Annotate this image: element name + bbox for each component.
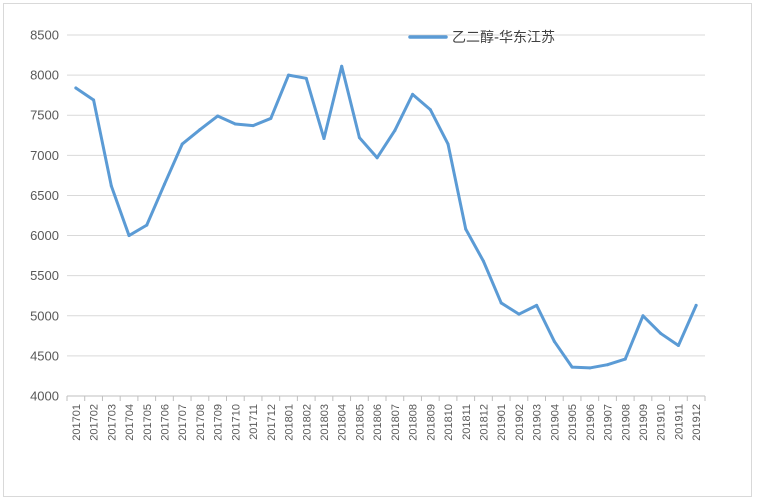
data-point-201804 — [340, 64, 344, 68]
x-tick-label-201708: 201708 — [195, 404, 207, 441]
data-point-201701 — [74, 86, 78, 90]
data-point-201911 — [676, 343, 680, 347]
x-tick-label-201812: 201812 — [478, 404, 490, 441]
x-tick-label-201907: 201907 — [603, 404, 615, 441]
data-point-201910 — [659, 331, 663, 335]
data-point-201707 — [180, 142, 184, 146]
data-point-201811 — [464, 227, 468, 231]
y-tick-label-4500: 4500 — [30, 348, 59, 363]
x-axis — [66, 395, 706, 401]
x-tick-label-201811: 201811 — [461, 404, 473, 440]
x-tick-label-201712: 201712 — [266, 404, 278, 441]
x-tick-label-201810: 201810 — [443, 404, 455, 441]
data-point-201902 — [517, 312, 521, 316]
data-point-201709 — [216, 114, 220, 118]
data-point-201905 — [570, 365, 574, 369]
data-point-201802 — [304, 76, 308, 80]
chart-frame — [3, 3, 752, 497]
y-tick-label-5500: 5500 — [30, 268, 59, 283]
x-tick-label-201904: 201904 — [549, 404, 561, 441]
x-tick-label-201910: 201910 — [656, 404, 668, 441]
y-tick-label-8000: 8000 — [30, 68, 59, 83]
data-point-201702 — [92, 98, 96, 102]
x-tick-label-201902: 201902 — [514, 404, 526, 441]
x-tick-label-201906: 201906 — [585, 404, 597, 441]
data-point-201704 — [127, 234, 131, 238]
data-point-201705 — [145, 223, 149, 227]
legend: 乙二醇-华东江苏 — [408, 29, 555, 46]
x-tick-label-201801: 201801 — [284, 404, 296, 441]
y-tick-label-7500: 7500 — [30, 108, 59, 123]
data-point-201706 — [162, 182, 166, 186]
data-point-201903 — [535, 303, 539, 307]
data-point-201801 — [287, 73, 291, 77]
x-tick-label-201711: 201711 — [248, 404, 260, 440]
x-tick-label-201901: 201901 — [496, 404, 508, 441]
x-axis-tick-labels: 201701 201702 201703 201704 201705 201706 2017… — [71, 404, 703, 441]
data-point-201812 — [481, 259, 485, 263]
data-point-201711 — [251, 124, 255, 128]
y-tick-label-6500: 6500 — [30, 188, 59, 203]
x-tick-label-201908: 201908 — [620, 404, 632, 441]
data-point-201906 — [588, 366, 592, 370]
data-point-201909 — [641, 314, 645, 318]
gridlines — [67, 34, 705, 357]
x-tick-label-201710: 201710 — [230, 404, 242, 441]
data-point-201708 — [198, 128, 202, 132]
data-point-201808 — [411, 92, 415, 96]
data-point-201912 — [694, 303, 698, 307]
data-point-201807 — [393, 128, 397, 132]
data-point-201901 — [499, 301, 503, 305]
y-tick-label-5000: 5000 — [30, 308, 59, 323]
x-tick-label-201704: 201704 — [124, 404, 136, 441]
y-tick-label-6000: 6000 — [30, 228, 59, 243]
x-tick-label-201905: 201905 — [567, 404, 579, 441]
x-tick-label-201805: 201805 — [354, 404, 366, 441]
data-point-201803 — [322, 136, 326, 140]
x-tick-label-201802: 201802 — [301, 404, 313, 441]
x-tick-label-201903: 201903 — [532, 404, 544, 441]
x-tick-label-201804: 201804 — [337, 404, 349, 441]
data-point-201810 — [446, 142, 450, 146]
y-tick-label-8500: 8500 — [30, 28, 59, 43]
x-tick-label-201701: 201701 — [71, 404, 83, 441]
x-tick-label-201909: 201909 — [638, 404, 650, 441]
x-tick-label-201809: 201809 — [425, 404, 437, 441]
series-line-0 — [74, 64, 698, 370]
data-point-201908 — [623, 357, 627, 361]
x-tick-label-201703: 201703 — [106, 404, 118, 441]
x-tick-label-201702: 201702 — [89, 404, 101, 441]
data-point-201806 — [375, 156, 379, 160]
x-tick-label-201709: 201709 — [213, 404, 225, 441]
x-tick-label-201911: 201911 — [673, 404, 685, 440]
data-point-201907 — [606, 363, 610, 367]
series-lines — [74, 64, 698, 370]
x-tick-label-201705: 201705 — [142, 404, 154, 441]
x-tick-label-201803: 201803 — [319, 404, 331, 441]
data-point-201805 — [357, 136, 361, 140]
data-point-201712 — [269, 116, 273, 120]
data-point-201904 — [552, 339, 556, 343]
x-tick-label-201808: 201808 — [408, 404, 420, 441]
x-tick-label-201807: 201807 — [390, 404, 402, 441]
x-tick-label-201706: 201706 — [159, 404, 171, 441]
y-tick-label-4000: 4000 — [30, 389, 59, 404]
x-tick-label-201806: 201806 — [372, 404, 384, 441]
x-tick-label-201912: 201912 — [691, 404, 703, 441]
data-point-201703 — [109, 184, 113, 188]
y-tick-label-7000: 7000 — [30, 148, 59, 163]
y-axis-tick-labels: 4000 4500 5000 5500 6000 6500 7000 7500 8000 8500 — [30, 28, 59, 404]
legend-label: 乙二醇-华东江苏 — [452, 29, 555, 46]
data-point-201809 — [428, 108, 432, 112]
data-point-201710 — [233, 122, 237, 126]
x-tick-label-201707: 201707 — [177, 404, 189, 441]
